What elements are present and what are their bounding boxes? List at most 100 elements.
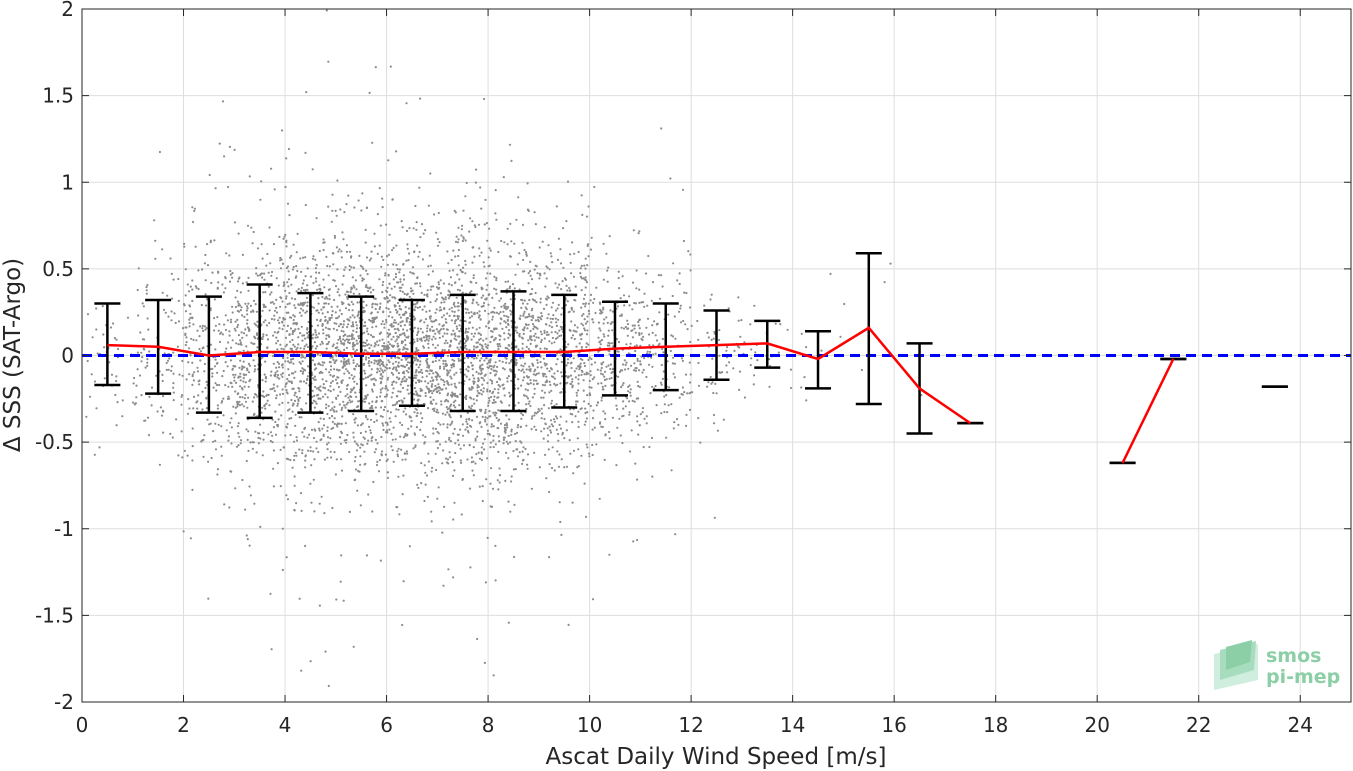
scatter-point <box>367 356 370 359</box>
scatter-point <box>470 281 473 284</box>
scatter-point <box>172 391 175 394</box>
scatter-point <box>424 471 427 474</box>
scatter-point <box>697 417 700 420</box>
scatter-point <box>519 425 522 428</box>
scatter-point <box>448 436 451 439</box>
scatter-point <box>529 336 532 339</box>
scatter-point <box>284 305 287 309</box>
scatter-point <box>546 367 549 370</box>
scatter-point <box>332 343 335 346</box>
scatter-point <box>273 374 276 377</box>
scatter-point <box>585 371 588 374</box>
scatter-point <box>590 357 593 361</box>
scatter-point <box>520 384 523 387</box>
scatter-point <box>397 475 400 478</box>
scatter-point <box>661 285 664 288</box>
scatter-point <box>373 232 376 235</box>
scatter-point <box>446 341 449 345</box>
scatter-point <box>356 363 359 366</box>
scatter-point <box>468 230 471 233</box>
scatter-point <box>329 390 332 393</box>
scatter-point <box>291 332 294 336</box>
scatter-point <box>196 407 199 410</box>
scatter-point <box>678 282 681 286</box>
scatter-point <box>305 343 308 346</box>
scatter-point <box>457 348 461 351</box>
scatter-point <box>707 336 710 339</box>
scatter-point <box>477 223 481 226</box>
scatter-point <box>324 302 328 305</box>
scatter-point <box>582 389 585 392</box>
scatter-point <box>504 321 507 324</box>
scatter-point <box>541 240 544 243</box>
scatter-point <box>407 371 410 374</box>
scatter-point <box>545 323 548 326</box>
scatter-point <box>533 392 536 395</box>
scatter-point <box>145 289 148 292</box>
scatter-point <box>494 414 497 417</box>
scatter-point <box>320 308 323 311</box>
scatter-point <box>639 363 642 366</box>
scatter-point <box>306 328 309 331</box>
scatter-point <box>593 185 596 189</box>
scatter-point <box>487 366 490 369</box>
scatter-point <box>340 381 343 384</box>
scatter-point <box>507 323 510 326</box>
scatter-point <box>629 388 632 391</box>
scatter-point <box>480 458 483 462</box>
scatter-point <box>289 458 292 462</box>
scatter-point <box>408 227 411 230</box>
scatter-point <box>518 451 521 454</box>
scatter-point <box>634 367 637 370</box>
scatter-point <box>435 378 438 381</box>
scatter-point <box>448 407 451 410</box>
scatter-point <box>384 385 388 388</box>
scatter-point <box>365 416 368 419</box>
scatter-point <box>413 374 416 377</box>
scatter-point <box>246 367 249 370</box>
scatter-point <box>539 347 542 350</box>
scatter-point <box>514 362 518 365</box>
scatter-point <box>573 324 577 327</box>
scatter-point <box>227 385 230 388</box>
scatter-point <box>186 412 190 415</box>
scatter-point <box>216 404 219 407</box>
scatter-point <box>461 477 464 481</box>
scatter-point <box>477 385 480 388</box>
scatter-point <box>580 338 583 341</box>
scatter-point <box>727 307 730 310</box>
scatter-point <box>320 340 324 343</box>
scatter-point <box>244 381 247 384</box>
scatter-point <box>498 385 501 388</box>
scatter-point <box>378 459 381 462</box>
scatter-point <box>340 469 344 472</box>
scatter-point <box>165 361 168 365</box>
scatter-point <box>500 239 503 243</box>
scatter-point <box>610 321 613 324</box>
scatter-point <box>405 102 408 105</box>
scatter-point <box>573 337 576 341</box>
scatter-point <box>146 358 149 361</box>
scatter-point <box>339 208 342 211</box>
scatter-point <box>383 342 386 345</box>
scatter-point <box>548 391 551 394</box>
scatter-point <box>456 327 459 330</box>
scatter-point <box>514 326 517 329</box>
scatter-point <box>686 392 689 395</box>
scatter-point <box>616 305 620 308</box>
scatter-point <box>330 314 333 317</box>
scatter-point <box>496 479 499 482</box>
scatter-point <box>263 272 266 275</box>
scatter-point <box>295 439 299 442</box>
scatter-point <box>427 273 430 276</box>
scatter-point <box>416 402 419 405</box>
scatter-point <box>341 342 344 345</box>
scatter-point <box>271 441 274 444</box>
scatter-point <box>243 397 246 400</box>
scatter-point <box>428 337 431 340</box>
scatter-point <box>452 576 455 579</box>
scatter-point <box>488 399 491 402</box>
scatter-point <box>437 432 440 435</box>
scatter-point <box>569 329 572 332</box>
scatter-point <box>307 449 310 452</box>
